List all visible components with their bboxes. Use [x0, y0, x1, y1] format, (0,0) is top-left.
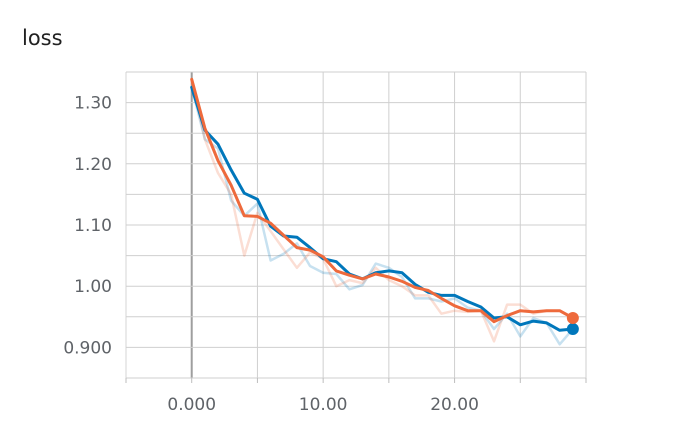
- x-tick-label: 10.00: [299, 395, 348, 415]
- x-tick-label: 20.00: [430, 395, 479, 415]
- series-0-line: [190, 85, 575, 332]
- series-group: [190, 77, 579, 346]
- chart-title: loss: [22, 26, 63, 50]
- y-tick-label: 0.900: [63, 338, 112, 358]
- series-1-line: [190, 77, 575, 324]
- y-tick-label: 1.00: [74, 277, 112, 297]
- grid: [125, 71, 587, 383]
- y-tick-label: 1.30: [74, 94, 112, 114]
- y-tick-label: 1.20: [74, 155, 112, 175]
- series-1-raw-line: [190, 79, 574, 343]
- tick-labels: 0.900 1.00 1.10 1.20 1.30 0.000 10.00 20.00: [63, 94, 479, 415]
- series-0-end-point: [566, 323, 579, 336]
- y-tick-label: 1.10: [74, 216, 112, 236]
- x-tick-label: 0.000: [167, 395, 216, 415]
- series-1-end-point: [566, 312, 579, 325]
